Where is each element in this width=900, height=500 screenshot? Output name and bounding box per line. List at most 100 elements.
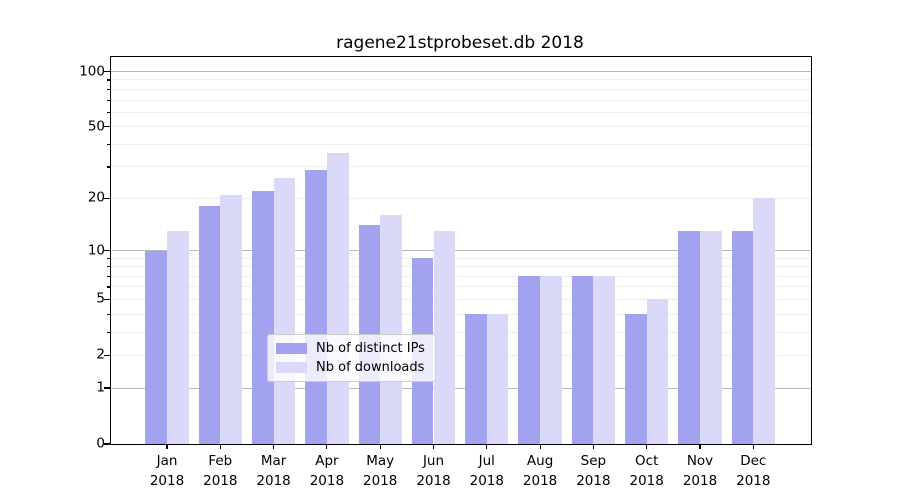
y-axis-tick-100: [104, 70, 110, 73]
x-axis-month-label-aug: Aug 2018: [522, 453, 558, 489]
y-axis-minor-tick-9: [107, 257, 111, 259]
y-axis-minor-tick-8: [107, 266, 111, 268]
y-axis-tick-20: [104, 197, 110, 199]
bar-downloads-dec: [753, 198, 775, 444]
bar-downloads-sep: [593, 276, 616, 444]
minor-gridline-3: [111, 331, 811, 333]
bar-downloads-feb: [220, 194, 242, 444]
x-axis-tick-jun: [432, 444, 435, 449]
y-axis-tick-50: [104, 126, 110, 128]
minor-gridline-2: [111, 354, 811, 356]
bar-distinct-ips-sep: [571, 276, 594, 444]
x-axis-month-label-jul: Jul 2018: [469, 453, 504, 489]
major-gridline-10: [111, 250, 811, 251]
legend-label-distinct-ips: Nb of distinct IPs: [316, 341, 425, 356]
legend-item-distinct-ips: Nb of distinct IPs: [276, 341, 425, 356]
y-axis-tick-label-10: 10: [87, 241, 105, 258]
x-axis-month-label-feb: Feb 2018: [203, 453, 238, 489]
bar-distinct-ips-jul: [465, 314, 487, 444]
x-axis-tick-nov: [699, 444, 701, 449]
y-axis-minor-tick-90: [107, 79, 111, 81]
minor-gridline-60: [111, 111, 811, 113]
x-axis-tick-mar: [273, 444, 275, 449]
x-axis-tick-jan: [166, 444, 168, 449]
legend-swatch-distinct-ips: [276, 343, 307, 354]
y-axis-minor-tick-6: [107, 286, 111, 288]
legend-item-downloads: Nb of downloads: [276, 360, 425, 375]
y-axis-minor-tick-60: [107, 111, 111, 113]
x-axis-month-label-jun: Jun 2018: [416, 453, 451, 489]
x-axis-tick-may: [379, 444, 381, 449]
minor-gridline-20: [111, 197, 811, 199]
minor-gridline-8: [111, 266, 811, 268]
bar-distinct-ips-aug: [518, 276, 541, 444]
minor-gridline-50: [111, 126, 811, 128]
x-axis-month-label-nov: Nov 2018: [682, 453, 718, 489]
major-gridline-1: [111, 387, 811, 389]
y-axis-tick-label-20: 20: [87, 189, 105, 206]
x-axis-tick-sep: [592, 444, 594, 449]
y-axis-minor-tick-30: [107, 166, 111, 168]
y-axis-tick-label-100: 100: [79, 62, 105, 79]
major-gridline-100: [111, 71, 811, 73]
y-axis-tick-2: [104, 354, 110, 356]
y-axis-tick-label-2: 2: [96, 346, 105, 363]
bar-distinct-ips-feb: [198, 206, 221, 444]
y-axis-tick-10: [104, 249, 110, 252]
x-axis-tick-jul: [486, 444, 488, 449]
bar-downloads-mar: [273, 178, 296, 444]
x-axis-month-label-sep: Sep 2018: [576, 453, 611, 489]
x-axis-tick-feb: [219, 444, 221, 449]
bar-distinct-ips-nov: [678, 231, 700, 444]
x-axis-month-label-jan: Jan 2018: [149, 453, 185, 489]
x-axis-tick-apr: [326, 444, 328, 449]
legend-label-downloads: Nb of downloads: [316, 360, 425, 375]
bar-distinct-ips-jan: [145, 250, 167, 444]
legend-swatch-downloads: [276, 362, 307, 373]
y-axis-minor-tick-4: [107, 313, 111, 315]
bar-distinct-ips-mar: [251, 190, 274, 444]
bar-downloads-may: [380, 215, 402, 444]
bar-distinct-ips-apr: [305, 169, 327, 444]
legend: Nb of distinct IPs Nb of downloads: [267, 334, 436, 382]
minor-gridline-6: [111, 286, 811, 288]
y-axis-tick-0: [104, 443, 110, 445]
minor-gridline-4: [111, 313, 811, 315]
bar-downloads-apr: [326, 152, 349, 444]
bar-downloads-oct: [646, 299, 669, 444]
y-axis-minor-tick-70: [107, 99, 111, 101]
chart-title: ragene21stprobeset.db 2018: [336, 33, 584, 53]
y-axis-minor-tick-80: [107, 88, 111, 91]
y-axis-tick-label-1: 1: [96, 379, 105, 396]
x-axis-tick-dec: [752, 444, 754, 449]
x-axis-month-label-dec: Dec 2018: [736, 453, 771, 489]
bar-downloads-jan: [167, 231, 189, 444]
x-axis-tick-aug: [539, 444, 541, 449]
y-axis-tick-1: [104, 387, 110, 389]
minor-gridline-7: [111, 275, 811, 277]
x-axis-month-label-oct: Oct 2018: [629, 453, 664, 489]
plot-area: 100 50 20 10 5 2 1 0 Jan 2018 Feb 2018 Mar 2018 Apr 201…: [79, 56, 812, 489]
minor-gridline-5: [111, 298, 811, 300]
x-axis-month-label-mar: Mar 2018: [256, 453, 291, 489]
y-axis-tick-5: [104, 298, 110, 300]
x-axis-month-label-may: May 2018: [363, 453, 398, 489]
bar-downloads-aug: [540, 276, 562, 444]
x-axis-tick-oct: [646, 444, 648, 449]
minor-gridline-70: [111, 99, 811, 101]
bar-downloads-jun: [433, 231, 456, 444]
bar-downloads-jul: [486, 314, 509, 444]
y-axis-tick-label-50: 50: [87, 117, 105, 134]
y-axis-minor-tick-40: [107, 143, 111, 146]
minor-gridline-9: [111, 257, 811, 259]
minor-gridline-80: [111, 88, 811, 90]
y-axis-minor-tick-3: [107, 331, 111, 333]
minor-gridline-40: [111, 143, 811, 145]
minor-gridline-30: [111, 166, 811, 168]
minor-gridline-90: [111, 79, 811, 81]
y-axis-tick-label-5: 5: [96, 290, 105, 307]
bar-downloads-nov: [700, 231, 722, 444]
bar-distinct-ips-dec: [731, 231, 754, 444]
x-axis-month-label-apr: Apr 2018: [309, 453, 345, 489]
